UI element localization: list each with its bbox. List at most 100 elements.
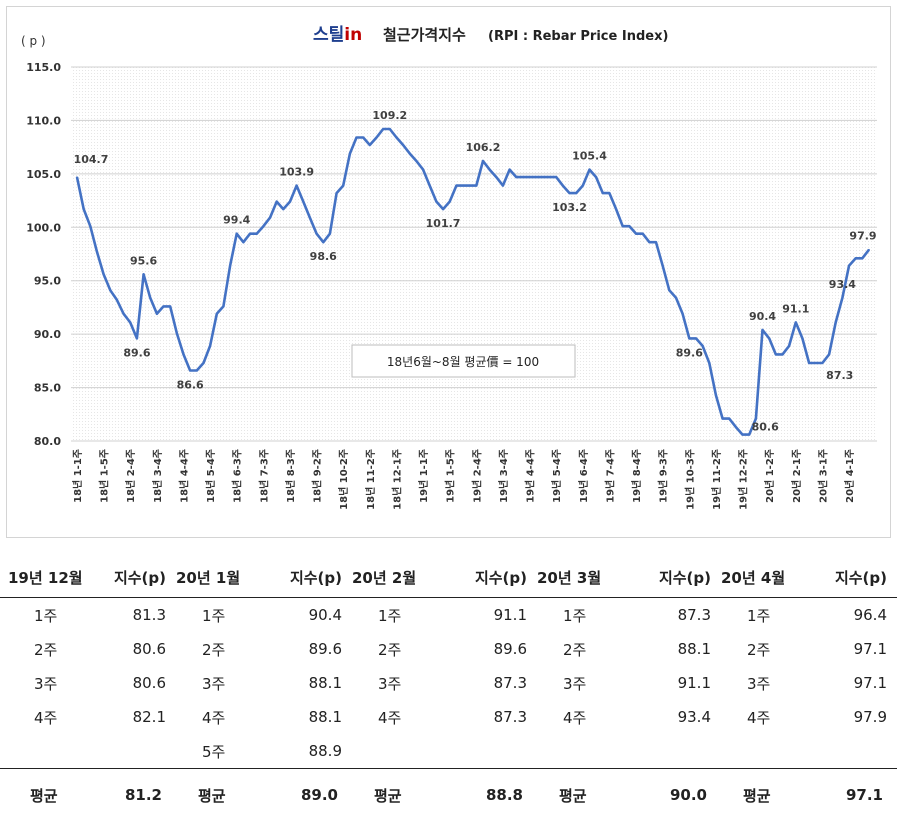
- average-label: 평균: [0, 768, 92, 821]
- data-point: [502, 184, 504, 187]
- data-point: [728, 417, 731, 420]
- x-tick-label: 20년 2-1주: [790, 449, 803, 503]
- data-point: [688, 337, 691, 340]
- data-point: [808, 362, 810, 364]
- week-cell: 4주: [34, 708, 58, 727]
- index-header: 지수(p): [629, 557, 721, 598]
- data-point: [768, 337, 770, 340]
- grid-lines: [71, 66, 877, 442]
- week-cell: 3주: [563, 674, 587, 693]
- brand-suffix: in: [344, 25, 362, 45]
- value-cell: 82.1: [132, 708, 166, 726]
- data-point: [848, 264, 850, 267]
- data-label: 95.6: [130, 254, 157, 267]
- week-cell: 2주: [34, 640, 58, 659]
- data-point: [282, 208, 285, 210]
- data-point: [562, 184, 564, 187]
- data-label: 103.2: [552, 201, 587, 214]
- value-cell: 89.6: [308, 640, 342, 658]
- data-label: 101.7: [426, 217, 461, 230]
- period-header: 20년 3월: [537, 557, 629, 598]
- data-point: [116, 299, 118, 301]
- chart-title-main: 철근가격지수: [383, 26, 466, 44]
- x-tick-label: 18년 6-3주: [231, 449, 244, 503]
- data-point: [621, 225, 624, 228]
- data-label: 106.2: [466, 141, 501, 154]
- data-point: [522, 176, 524, 178]
- value-cell: 97.1: [853, 674, 887, 692]
- data-point: [229, 264, 231, 267]
- data-point: [315, 232, 318, 235]
- data-point: [169, 305, 171, 308]
- x-tick-label: 18년 5-4주: [204, 449, 217, 503]
- data-label: 90.4: [749, 310, 776, 323]
- week-cell: 1주: [563, 606, 587, 625]
- x-tick-label: 19년 4-4주: [524, 449, 537, 503]
- x-tick-label: 18년 12-1주: [390, 449, 403, 510]
- x-tick-label: 19년 9-3주: [657, 449, 670, 503]
- data-point: [242, 241, 245, 244]
- data-point: [82, 208, 85, 210]
- period-header: 20년 2월: [352, 557, 445, 598]
- data-point: [661, 264, 664, 267]
- week-cell: 5주: [202, 742, 226, 761]
- week-cell: 2주: [202, 640, 226, 659]
- week-cell: 4주: [202, 708, 226, 727]
- data-label: 97.9: [849, 230, 876, 243]
- data-point: [448, 200, 451, 203]
- average-value: 88.8: [445, 768, 537, 821]
- week-cell: 1주: [378, 606, 402, 625]
- y-tick-label: 100.0: [26, 221, 61, 234]
- week-cell: 1주: [747, 606, 771, 625]
- data-point: [868, 248, 870, 251]
- data-point: [102, 273, 105, 276]
- week-cell: [537, 734, 629, 769]
- data-point: [568, 192, 571, 194]
- data-point: [468, 184, 471, 187]
- x-tick-label: 19년 1-1주: [417, 449, 430, 503]
- data-point: [635, 232, 637, 235]
- x-tick-label: 19년 11-2주: [710, 449, 723, 510]
- summary-table: 19년 12월 지수(p) 20년 1월 지수(p) 20년 2월 지수(p) 20년 3월…: [0, 557, 897, 821]
- data-point: [615, 208, 617, 210]
- data-point: [528, 176, 531, 178]
- data-point: [215, 313, 218, 315]
- data-point: [269, 216, 271, 219]
- data-point: [156, 313, 158, 315]
- data-point: [641, 232, 644, 235]
- data-point: [861, 257, 864, 260]
- data-point: [362, 136, 364, 139]
- data-label: 93.4: [829, 278, 856, 291]
- data-point: [575, 192, 577, 194]
- average-value: 81.2: [92, 768, 176, 821]
- week-cell: 1주: [202, 606, 226, 625]
- data-point: [675, 297, 677, 299]
- average-label: 평균: [352, 768, 445, 821]
- data-point: [455, 184, 458, 187]
- y-tick-label: 105.0: [26, 168, 61, 181]
- data-point: [375, 136, 378, 139]
- data-point: [761, 329, 764, 331]
- week-cell: [352, 734, 445, 769]
- x-tick-label: 19년 12-2주: [737, 449, 750, 510]
- data-label: 104.7: [74, 153, 109, 166]
- data-point: [814, 362, 817, 364]
- data-point: [555, 176, 557, 178]
- data-point: [834, 321, 837, 324]
- week-cell: 2주: [563, 640, 587, 659]
- y-axis-ticks: 115.0 110.0 105.0 100.0 95.0 90.0 85.0 80.0: [26, 61, 61, 448]
- data-point: [681, 313, 684, 315]
- value-cell: 80.6: [132, 674, 166, 692]
- value-cell: 87.3: [493, 674, 527, 692]
- y-tick-label: 85.0: [34, 382, 61, 395]
- data-point: [162, 305, 165, 308]
- data-point: [821, 362, 824, 364]
- x-tick-label: 20년 1-2주: [763, 449, 776, 503]
- data-label: 98.6: [310, 250, 337, 263]
- data-point: [655, 241, 657, 244]
- data-point: [715, 394, 717, 396]
- week-cell: 3주: [202, 674, 226, 693]
- week-cell: 2주: [747, 640, 771, 659]
- series-line: [75, 127, 871, 436]
- data-point: [335, 192, 338, 194]
